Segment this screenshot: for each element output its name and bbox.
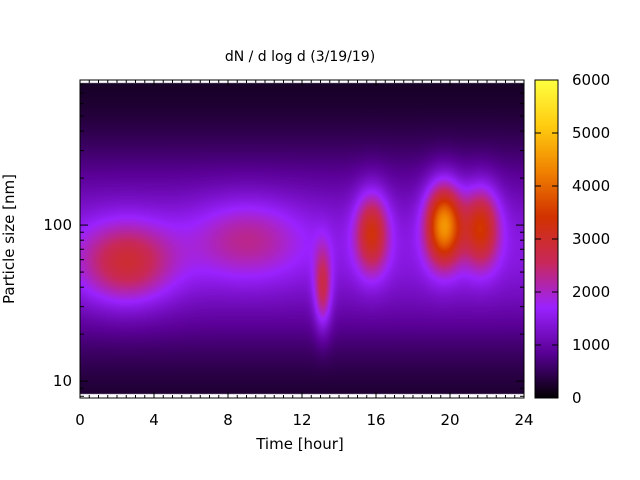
x-tick-label: 24 — [514, 411, 533, 429]
y-tick-label: 10 — [53, 372, 72, 390]
heatmap-canvas — [80, 80, 524, 398]
x-tick-label: 16 — [366, 411, 385, 429]
y-axis: 10 100 — [43, 83, 524, 397]
x-tick-label: 20 — [440, 411, 459, 429]
colorbar-ticks: 0 1000 2000 3000 4000 5000 6000 — [535, 71, 610, 407]
y-axis-label: Particle size [nm] — [0, 174, 18, 304]
colorbar-tick-label: 0 — [572, 389, 582, 407]
x-tick-label: 12 — [292, 411, 311, 429]
colorbar-canvas — [535, 80, 558, 398]
y-tick-label: 100 — [43, 216, 72, 234]
colorbar-tick-label: 2000 — [572, 283, 610, 301]
colorbar-tick-label: 1000 — [572, 336, 610, 354]
colorbar-tick-label: 4000 — [572, 177, 610, 195]
colorbar-tick-label: 3000 — [572, 230, 610, 248]
x-axis: 0 4 8 12 16 20 24 — [75, 80, 534, 429]
colorbar-tick-label: 5000 — [572, 124, 610, 142]
plot-area — [79, 79, 525, 399]
x-tick-label: 0 — [75, 411, 85, 429]
x-tick-label: 8 — [223, 411, 233, 429]
x-axis-label: Time [hour] — [255, 435, 344, 453]
colorbar-tick-label: 6000 — [572, 71, 610, 89]
chart-title: dN / d log d (3/19/19) — [225, 49, 375, 65]
colorbar: 0 1000 2000 3000 4000 5000 6000 — [534, 71, 610, 407]
x-tick-label: 4 — [149, 411, 159, 429]
